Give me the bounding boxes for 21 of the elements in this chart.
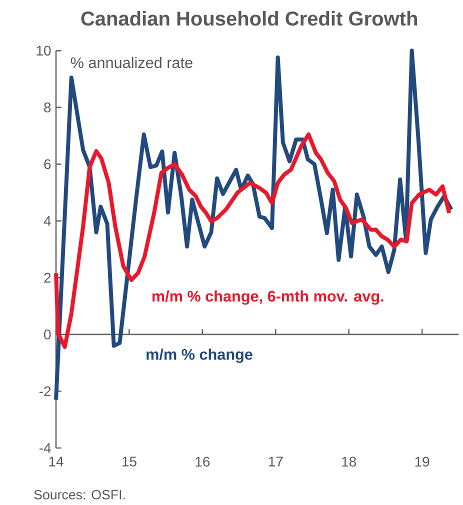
series-label: m/m % change: [146, 348, 252, 363]
y-tick-label: -2: [39, 386, 51, 396]
y-tick-label: 2: [44, 272, 51, 283]
x-tick-label: 15: [122, 456, 136, 466]
line-series: [54, 132, 452, 349]
x-tick-label: 18: [342, 456, 356, 467]
x-tick-label: 17: [268, 456, 283, 466]
y-tick-label: 4: [44, 216, 51, 226]
series-label: m/m % change, 6-mth mov. avg.: [152, 290, 384, 305]
y-tick-label: 0: [44, 330, 51, 340]
y-tick-label: -4: [39, 443, 51, 453]
y-tick-label: 8: [44, 102, 51, 112]
line-series: [54, 48, 454, 402]
source-note: Sources: OSFI.: [34, 490, 125, 500]
x-tick-label: 14: [49, 456, 64, 466]
x-tick-label: 19: [415, 456, 430, 467]
y-tick-label: 10: [36, 46, 51, 56]
x-tick-label: 16: [196, 456, 210, 467]
y-tick-label: 6: [44, 159, 51, 170]
y-axis-title: % annualized rate: [70, 56, 192, 68]
chart-title: Canadian Household Credit Growth: [81, 10, 417, 26]
